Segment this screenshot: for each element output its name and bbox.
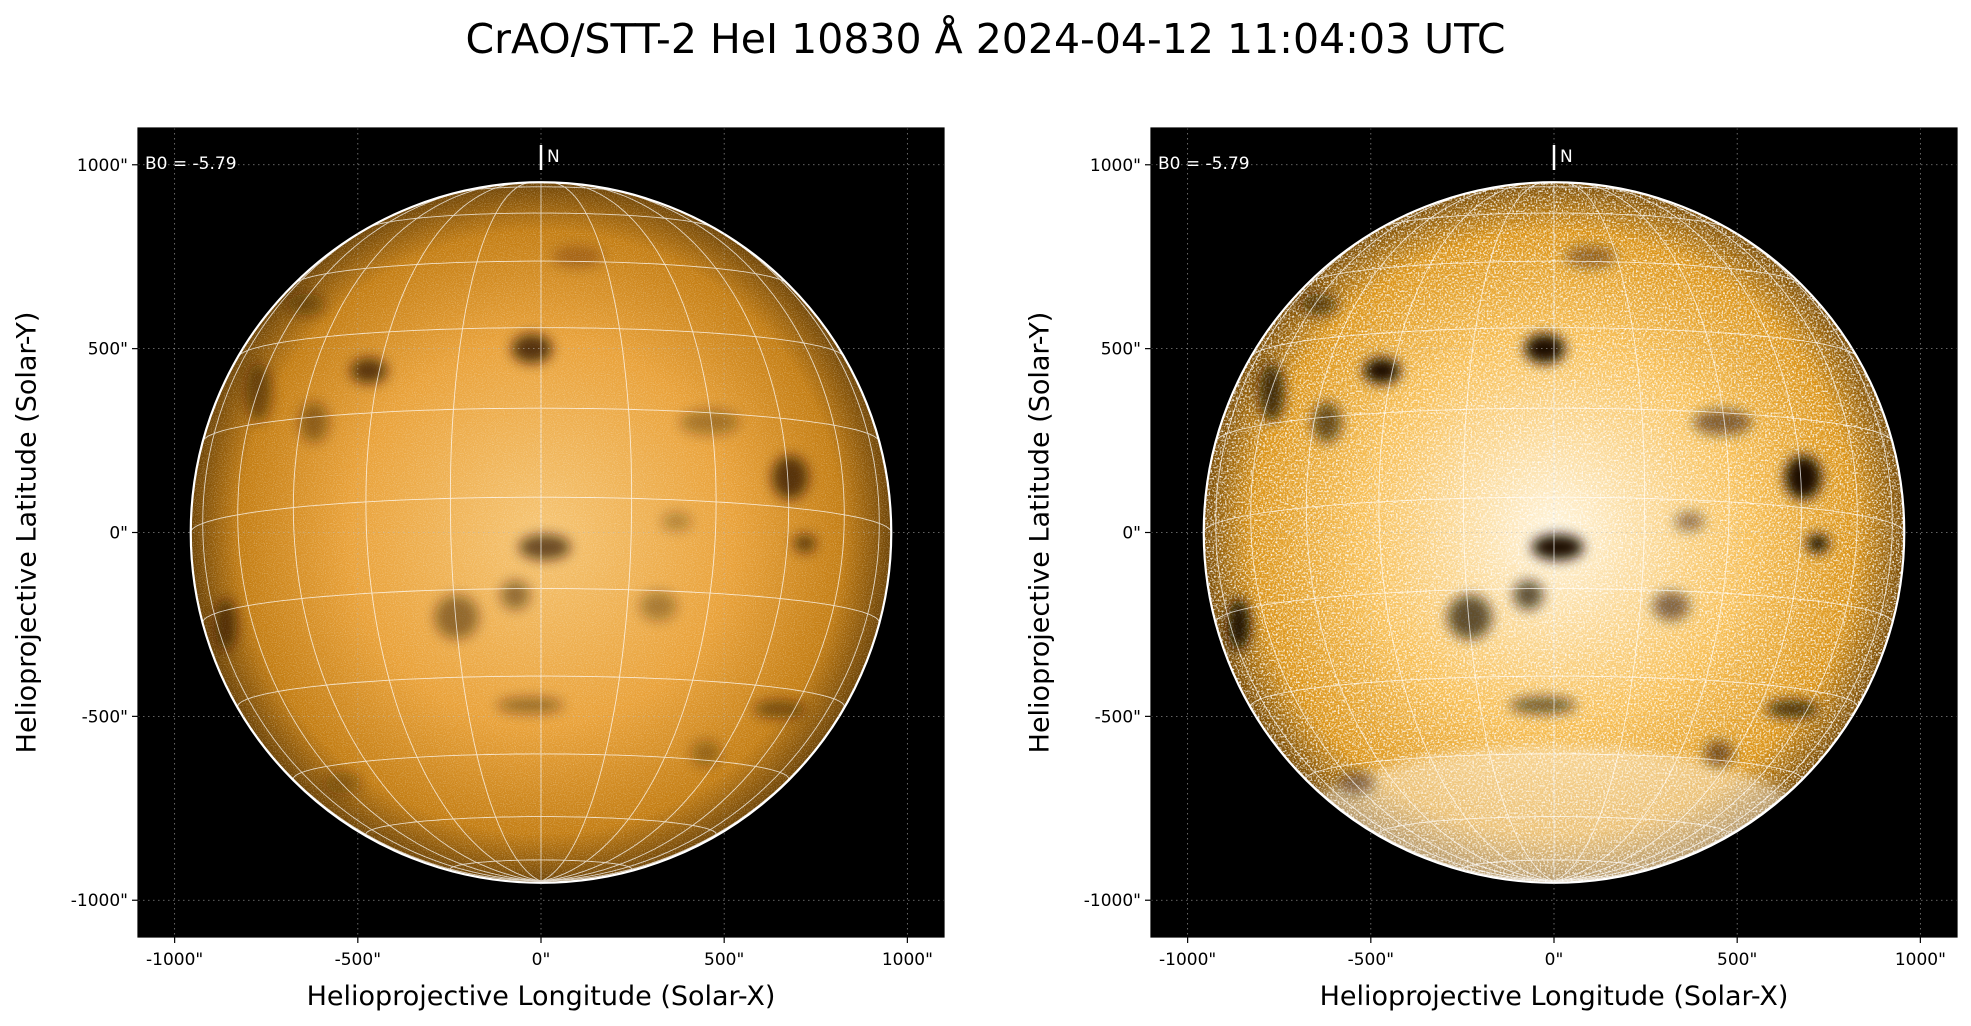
x-tick-label: 1000" <box>1895 950 1946 970</box>
dark-feature <box>1766 699 1818 719</box>
north-label: N <box>547 147 560 167</box>
heliographic-grid <box>190 182 892 882</box>
dark-feature <box>324 771 362 794</box>
y-tick-label: 500" <box>88 340 128 360</box>
dark-feature <box>1704 740 1734 766</box>
dark-feature <box>1784 455 1822 500</box>
solar-limb <box>189 181 893 884</box>
x-axis-label: Helioprojective Longitude (Solar-X) <box>1320 981 1789 1012</box>
dark-feature <box>214 598 237 651</box>
dark-feature <box>771 455 809 500</box>
dark-feature <box>519 534 571 561</box>
y-tick-label: 1000" <box>77 156 128 176</box>
y-axis-label: Helioprojective Latitude (Solar-Y) <box>1025 312 1056 754</box>
dark-feature <box>639 591 677 621</box>
y-tick-label: -500" <box>82 707 128 727</box>
dark-feature <box>1227 598 1250 651</box>
dark-feature <box>661 512 692 531</box>
dark-feature <box>1806 534 1829 553</box>
dark-feature <box>793 534 816 553</box>
dark-feature <box>511 333 552 364</box>
dark-feature <box>1510 697 1576 714</box>
x-tick-label: -500" <box>1348 950 1394 970</box>
dark-feature <box>1447 595 1492 640</box>
dark-feature <box>1674 512 1705 531</box>
figure-title: CrAO/STT-2 HeI 10830 Å 2024-04-12 11:04:… <box>465 15 1506 63</box>
dark-feature <box>1337 771 1375 794</box>
dark-feature <box>1301 293 1338 316</box>
dark-feature <box>246 363 272 423</box>
dark-feature <box>1564 245 1617 268</box>
dark-feature <box>1312 402 1342 443</box>
dark-feature <box>753 699 805 719</box>
dark-feature <box>691 740 721 766</box>
x-tick-label: -1000" <box>146 950 203 970</box>
b0-annotation: B0 = -5.79 <box>145 154 237 174</box>
dark-feature <box>500 580 531 610</box>
x-axis-label: Helioprojective Longitude (Solar-X) <box>307 981 776 1012</box>
y-tick-label: 0" <box>1122 524 1141 544</box>
y-tick-label: 500" <box>1101 340 1141 360</box>
left-solar-panel: N B0 = -5.79 -1000" -500" 0" 500" 1000" 1000" 50… <box>12 127 945 1012</box>
b0-annotation: B0 = -5.79 <box>1158 154 1250 174</box>
dark-feature <box>1532 534 1584 561</box>
dark-feature <box>551 245 604 268</box>
dark-features <box>1227 245 1829 794</box>
north-label: N <box>1560 147 1573 167</box>
dark-feature <box>299 402 329 443</box>
y-tick-label: 0" <box>109 524 128 544</box>
y-tick-label: -1000" <box>71 891 128 911</box>
x-tick-label: 0" <box>1545 950 1564 970</box>
dark-feature <box>1652 591 1690 621</box>
right-solar-panel: N B0 = -5.79 -1000" -500" 0" 500" 1000" 1000" 50… <box>1025 127 1958 1012</box>
x-tick-label: -500" <box>335 950 381 970</box>
y-axis-label: Helioprojective Latitude (Solar-Y) <box>12 312 43 754</box>
dark-feature <box>1259 363 1285 423</box>
dark-feature <box>288 293 325 316</box>
x-tick-label: 500" <box>704 950 744 970</box>
x-tick-label: 0" <box>532 950 551 970</box>
y-tick-label: 1000" <box>1090 156 1141 176</box>
y-tick-label: -1000" <box>1084 891 1141 911</box>
dark-feature <box>434 595 479 640</box>
x-tick-label: 500" <box>1717 950 1757 970</box>
x-tick-label: 1000" <box>882 950 933 970</box>
dark-feature <box>1524 333 1565 364</box>
dark-feature <box>497 697 563 714</box>
solar-limb <box>1202 181 1906 884</box>
y-tick-label: -500" <box>1095 707 1141 727</box>
x-tick-label: -1000" <box>1159 950 1216 970</box>
dark-feature <box>1513 580 1544 610</box>
